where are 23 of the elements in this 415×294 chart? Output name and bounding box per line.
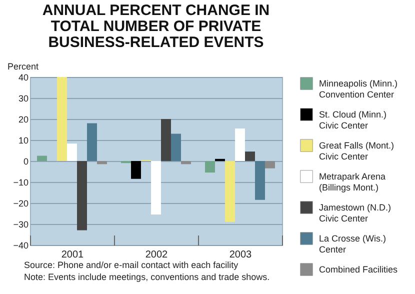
y-tick-label: 20 [18, 114, 28, 124]
source-note: Source: Phone and/or e-mail contact with each facility [24, 260, 239, 270]
y-tick-label: −10 [13, 178, 28, 188]
legend-label: Minneapolis (Minn.) Convention Center [319, 78, 398, 100]
legend-label: Metrapark Arena (Billings Mont.) [319, 172, 386, 192]
y-tick-label: −30 [13, 220, 28, 230]
legend-label: Jamestown (N.D.) Civic Center [319, 202, 392, 224]
y-tick-label: −40 [13, 240, 28, 250]
y-tick-label: 30 [18, 94, 28, 104]
y-tick-label: −20 [13, 198, 28, 208]
y-tick-label: 40 [18, 72, 28, 82]
y-tick-label: 0 [23, 156, 28, 166]
y-axis-title: Percent [7, 62, 39, 72]
y-tick-label: 10 [18, 136, 28, 146]
x-tick-label: 2002 [145, 250, 168, 260]
legend-label: Great Falls (Mont.) Civic Center [319, 140, 394, 162]
legend-label: Combined Facilities [319, 264, 398, 274]
chart-title: ANNUAL PERCENT CHANGE IN TOTAL NUMBER OF PRIVATE BUSINESS-RELATED EVENTS [42, 2, 270, 51]
text: Note: Events include meetings, conventions and trade shows. [24, 272, 270, 282]
legend-label: St. Cloud (Minn.) Civic Center [319, 110, 387, 130]
x-tick-label: 2003 [229, 250, 252, 260]
x-tick-label: 2001 [61, 250, 84, 260]
legend-label: La Crosse (Wis.) Center [319, 234, 386, 254]
